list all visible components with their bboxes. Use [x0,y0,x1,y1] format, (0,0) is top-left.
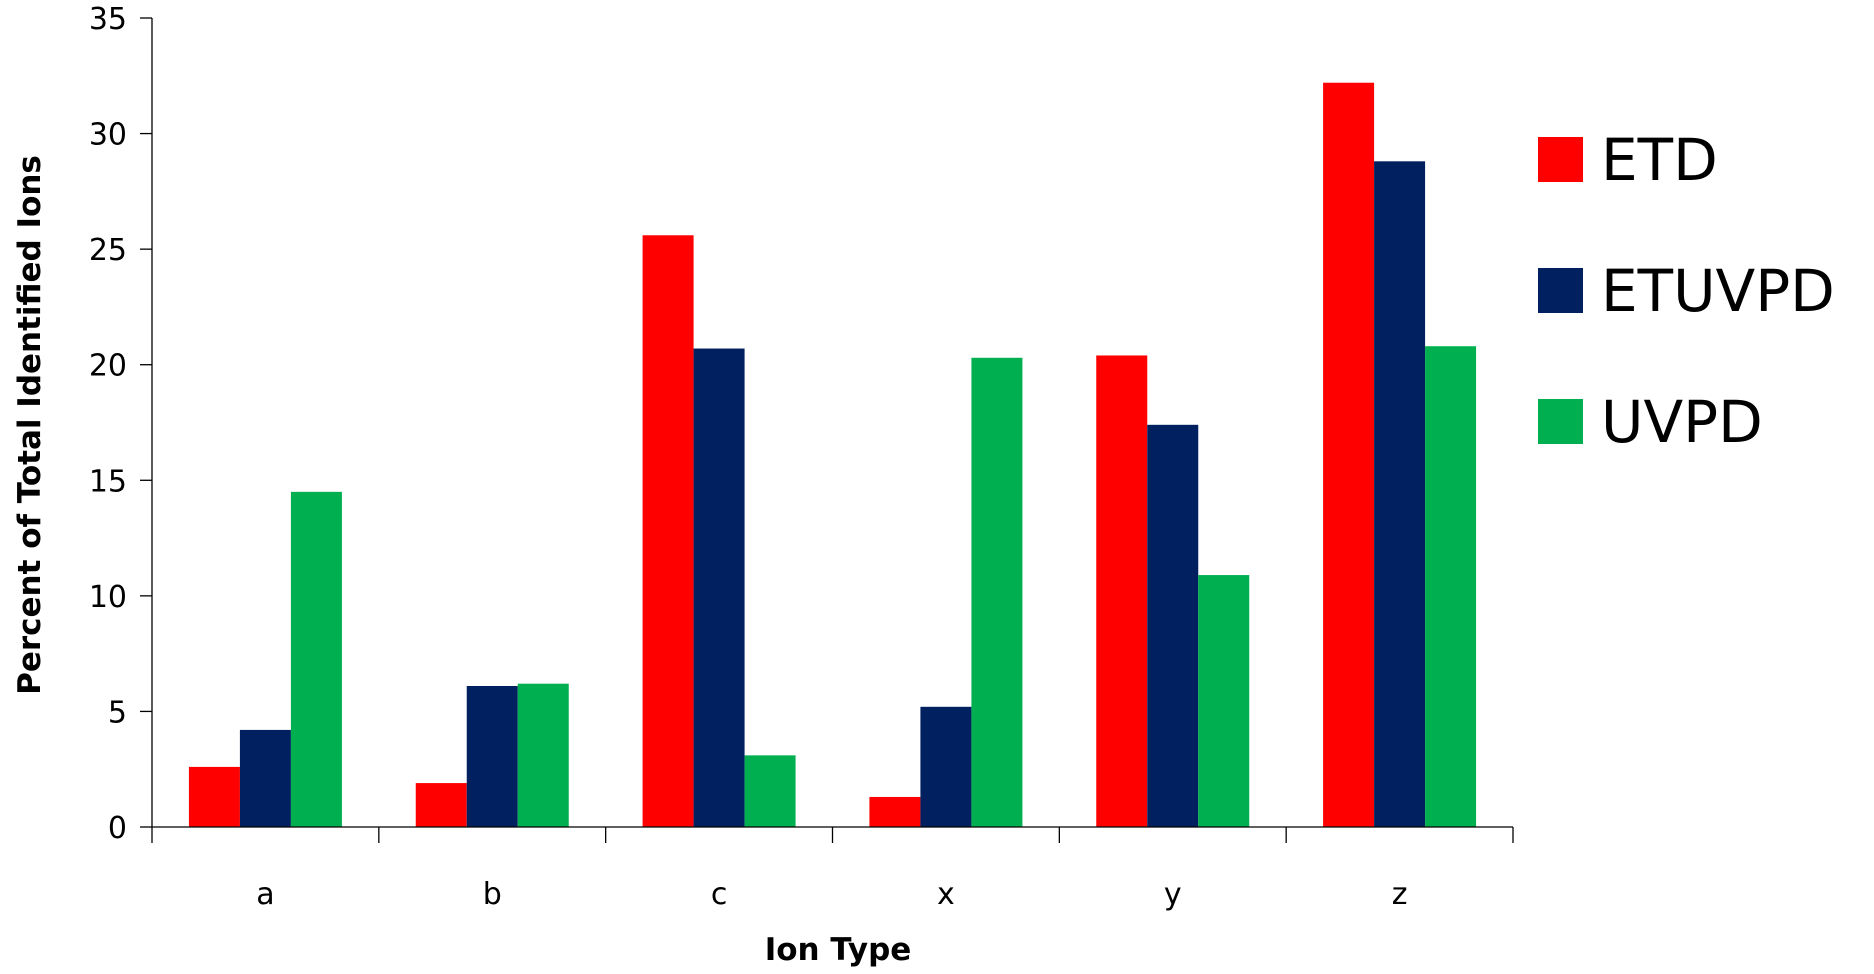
x-tick-label: x [937,877,955,912]
bar-uvpd-a [290,491,342,827]
bar-etd-c [642,235,694,827]
legend-label-etd: ETD [1601,126,1718,194]
y-tick-label: 25 [89,233,127,268]
y-tick-label: 10 [89,580,127,615]
y-tick-label: 20 [89,349,127,384]
legend-swatch-etd [1538,137,1583,182]
y-tick-label: 5 [108,695,127,730]
bar-etd-z [1323,82,1375,828]
y-tick-label: 15 [89,464,127,499]
x-axis-title: Ion Type [765,932,912,968]
legend: ETD ETUVPD UVPD [1538,126,1835,456]
bar-etd-y [1096,355,1148,827]
legend-swatch-etuvpd [1538,268,1583,313]
legend-swatch-uvpd [1538,399,1583,444]
y-tick-label: 30 [89,118,127,153]
bar-uvpd-b [517,683,569,827]
bar-etuvpd-y [1147,424,1199,827]
y-axis: 0 5 10 15 20 25 30 35 [89,2,153,846]
bar-etuvpd-z [1374,161,1426,827]
y-tick-label: 35 [89,2,127,37]
bar-uvpd-x [971,357,1023,827]
x-tick-label: c [711,877,728,912]
bar-etd-b [415,783,467,827]
x-tick-label: a [256,877,274,912]
bar-uvpd-y [1198,575,1250,827]
y-tick-label: 0 [108,811,127,846]
bar-etuvpd-c [693,348,745,827]
bar-etuvpd-b [466,686,518,827]
legend-label-uvpd: UVPD [1601,388,1763,456]
bar-etd-x [869,796,921,827]
x-tick-label: y [1164,877,1182,912]
legend-label-etuvpd: ETUVPD [1601,257,1835,325]
bar-uvpd-z [1425,346,1477,827]
bar-etuvpd-x [920,706,972,827]
bar-etuvpd-a [239,729,291,827]
y-axis-title: Percent of Total Identified Ions [12,155,48,695]
plot-area [188,82,1477,828]
bar-etd-a [188,766,240,827]
x-tick-label: z [1392,877,1408,912]
bar-uvpd-c [744,755,796,827]
x-tick-label: b [483,877,502,912]
